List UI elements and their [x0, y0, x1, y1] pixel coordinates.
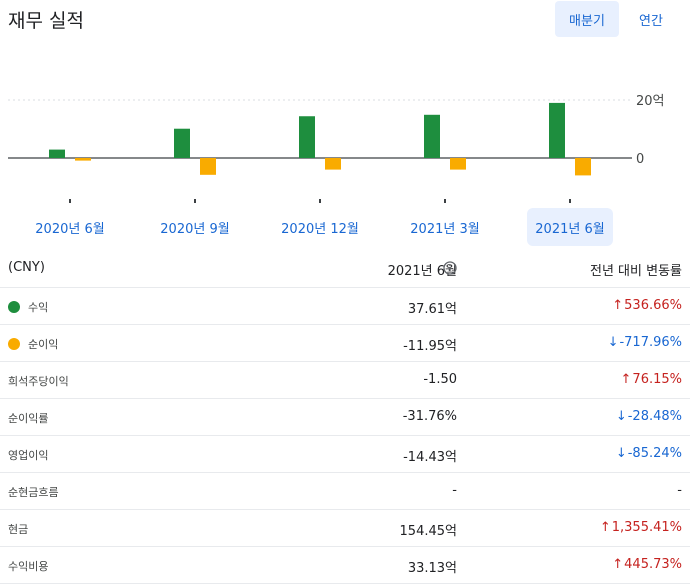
y-tick-label: 0 [636, 152, 644, 167]
net-income-bar [575, 158, 591, 176]
net-income-bar [75, 158, 91, 161]
annual-toggle-button[interactable]: 연간 [639, 13, 663, 29]
net-income-bar [450, 158, 466, 170]
arrow-up-icon: ↑ [612, 298, 624, 313]
yoy-change-value: 1,355.41% [611, 520, 682, 535]
metric-label-text: 수익비용 [8, 560, 49, 573]
metric-label: 수익비용 [8, 558, 48, 574]
yoy-change: ↑ 536.66% [612, 298, 682, 313]
period-tab[interactable]: 2021년 6월 [527, 208, 613, 246]
quarterly-toggle-button[interactable]: 매분기 [555, 1, 619, 37]
metric-label-text: 순이익 [28, 338, 59, 351]
revenue-bar [174, 128, 190, 158]
net-income-bar [200, 158, 216, 175]
table-row: 순이익 -11.95억 ↓ -717.96% [0, 324, 690, 361]
metric-value: -11.95억 [403, 339, 457, 354]
yoy-change-value: -85.24% [627, 446, 682, 461]
metric-label-text: 영업이익 [8, 449, 49, 462]
table-header: (CNY) 2021년 6월 전년 대비 변동률 [0, 250, 690, 288]
metric-value: 33.13억 [407, 561, 457, 576]
table-row: 수익 37.61억 ↑ 536.66% [0, 287, 690, 324]
revenue-bar [49, 149, 65, 158]
unit-label: 억 [445, 450, 457, 465]
arrow-up-icon: ↑ [620, 372, 632, 387]
metric-label-text: 수익 [28, 301, 49, 314]
x-tick-mark [194, 199, 196, 203]
metric-label: 순현금흐름 [8, 484, 59, 500]
period-tab[interactable]: 2020년 12월 [281, 221, 359, 237]
table-bottom-divider [0, 583, 690, 584]
metric-value: -1.50 [423, 372, 457, 387]
metric-label: 희석주당이익 [8, 373, 69, 389]
section-title: 재무 실적 [8, 10, 84, 32]
unit-label: 억 [445, 302, 457, 317]
table-row: 영업이익 -14.43억 ↓ -85.24% [0, 435, 690, 472]
yoy-change-value: -717.96% [619, 335, 682, 350]
yoy-change-value: -28.48% [627, 409, 682, 424]
period-column-header: 2021년 6월 [387, 264, 457, 279]
yoy-change: ↓ -717.96% [608, 335, 682, 350]
yoy-change: ↑ 445.73% [612, 557, 682, 572]
table-row: 수익비용 33.13억 ↑ 445.73% [0, 546, 690, 583]
arrow-down-icon: ↓ [607, 335, 619, 350]
period-tab[interactable]: 2020년 6월 [35, 221, 105, 237]
arrow-down-icon: ↓ [615, 446, 627, 461]
metric-label-text: 희석주당이익 [8, 375, 69, 388]
x-tick-mark [444, 199, 446, 203]
legend-dot-icon [8, 338, 20, 350]
net-income-bar [325, 158, 341, 170]
unit-label: 억 [445, 524, 457, 539]
yoy-change: - [677, 483, 682, 498]
unit-label: 억 [445, 561, 457, 576]
period-tab[interactable]: 2020년 9월 [160, 221, 230, 237]
metric-label: 수익 [8, 299, 48, 315]
yoy-change-value: 536.66% [624, 298, 682, 313]
table-row: 순현금흐름 - - [0, 472, 690, 509]
table-row: 현금 154.45억 ↑ 1,355.41% [0, 509, 690, 546]
x-tick-mark [69, 199, 71, 203]
yoy-change-column-header: 전년 대비 변동률 [590, 264, 682, 279]
metric-label: 순이익률 [8, 410, 48, 426]
table-row: 순이익률 -31.76% ↓ -28.48% [0, 398, 690, 435]
metric-label-text: 현금 [8, 523, 29, 536]
x-tick-mark [569, 199, 571, 203]
unit-label: 억 [445, 339, 457, 354]
yoy-change-value: - [677, 483, 682, 498]
metric-value: 154.45억 [399, 524, 457, 539]
info-icon[interactable] [443, 261, 457, 275]
yoy-change: ↓ -28.48% [616, 409, 682, 424]
financial-bar-chart: 20억 0 [8, 94, 665, 203]
revenue-bar [549, 102, 565, 158]
period-tab[interactable]: 2021년 3월 [410, 221, 480, 237]
x-tick-mark [319, 199, 321, 203]
metric-value: -31.76% [402, 409, 457, 424]
legend-dot-icon [8, 301, 20, 313]
metric-label-text: 순현금흐름 [8, 486, 59, 499]
metric-label-text: 순이익률 [8, 412, 49, 425]
metric-label: 현금 [8, 521, 28, 537]
metric-value: 37.61억 [407, 302, 457, 317]
yoy-change-value: 445.73% [624, 557, 682, 572]
yoy-change-value: 76.15% [632, 372, 682, 387]
yoy-change: ↑ 76.15% [621, 372, 682, 387]
yoy-change: ↓ -85.24% [616, 446, 682, 461]
metric-label: 영업이익 [8, 447, 48, 463]
y-tick-label: 20억 [636, 94, 665, 109]
currency-label: (CNY) [8, 260, 45, 275]
metric-value: - [452, 483, 457, 498]
yoy-change: ↑ 1,355.41% [600, 520, 682, 535]
table-row: 희석주당이익 -1.50 ↑ 76.15% [0, 361, 690, 398]
metric-label: 순이익 [8, 336, 58, 352]
arrow-up-icon: ↑ [599, 520, 611, 535]
revenue-bar [424, 114, 440, 158]
arrow-up-icon: ↑ [612, 557, 624, 572]
arrow-down-icon: ↓ [615, 409, 627, 424]
metric-value: -14.43억 [403, 450, 457, 465]
revenue-bar [299, 116, 315, 158]
